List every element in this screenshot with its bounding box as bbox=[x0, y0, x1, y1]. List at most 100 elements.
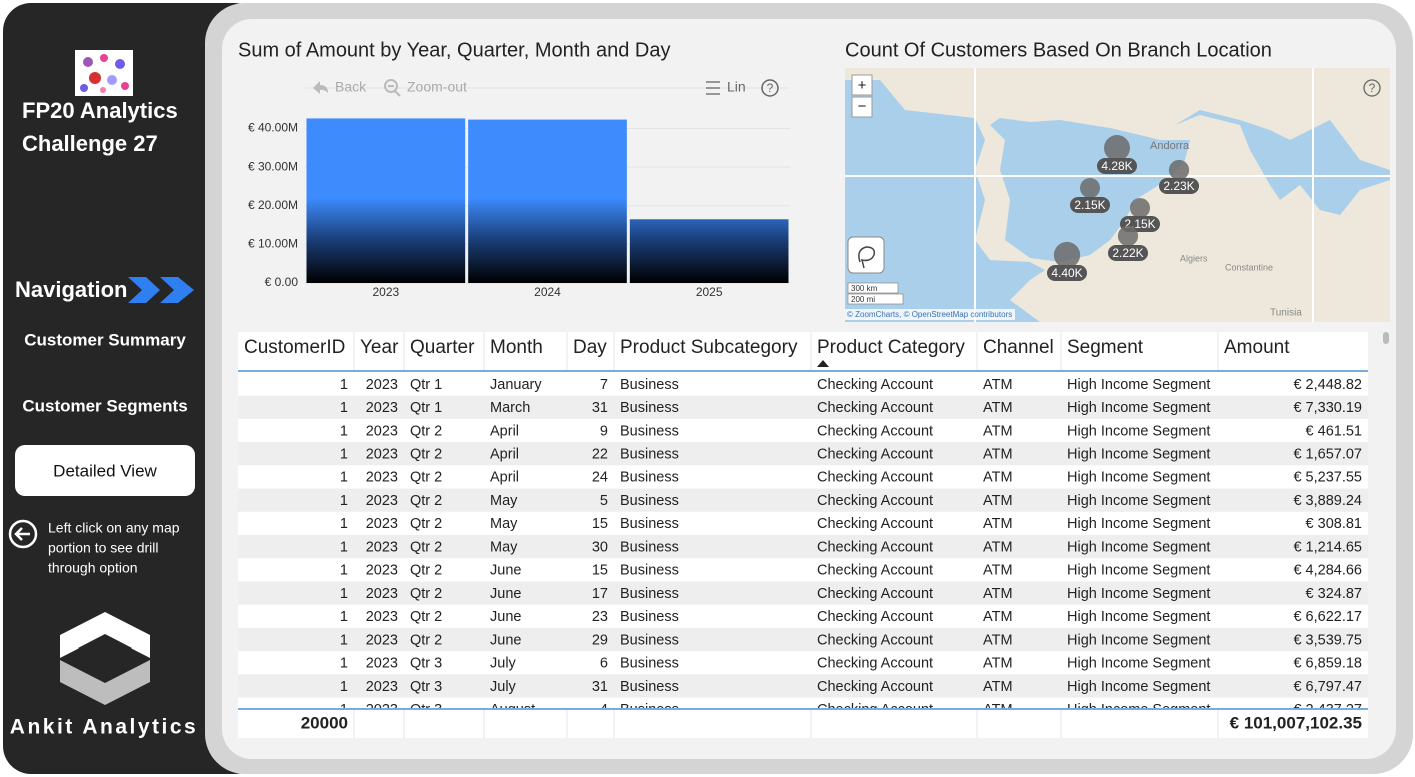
table-cell: Checking Account bbox=[817, 539, 933, 555]
zoom-icon[interactable] bbox=[384, 79, 401, 97]
table-cell: April bbox=[490, 470, 519, 486]
map-help[interactable]: ? bbox=[1369, 81, 1376, 95]
table-cell: 1 bbox=[340, 423, 348, 439]
x-tick-label: 2023 bbox=[372, 285, 399, 299]
row-stripe bbox=[238, 442, 1368, 466]
help-icon[interactable] bbox=[761, 79, 779, 97]
table-cell: Checking Account bbox=[817, 656, 933, 672]
row-stripe bbox=[238, 488, 1368, 512]
bubble-label-bg bbox=[1097, 158, 1137, 174]
table-cell: ATM bbox=[983, 702, 1013, 718]
table-cell: Business bbox=[620, 656, 679, 672]
table-cell: Checking Account bbox=[817, 516, 933, 532]
column-header: CustomerID bbox=[244, 337, 345, 358]
table-cell: Checking Account bbox=[817, 493, 933, 509]
table-cell: ATM bbox=[983, 400, 1013, 416]
table-cell: 4 bbox=[600, 702, 608, 718]
table-cell: ATM bbox=[983, 423, 1013, 439]
scale-label: 300 km bbox=[851, 284, 878, 293]
table-cell: Qtr 2 bbox=[410, 632, 442, 648]
toolbar-lin[interactable]: Lin bbox=[727, 79, 746, 95]
sidebar-title: FP20 Analytics bbox=[22, 98, 178, 123]
table-cell: 1 bbox=[340, 609, 348, 625]
table-cell: 1 bbox=[340, 539, 348, 555]
zoom-in[interactable] bbox=[851, 74, 873, 96]
table-cell: 31 bbox=[592, 400, 608, 416]
table-cell: 1 bbox=[340, 702, 348, 718]
table-cell: ATM bbox=[983, 609, 1013, 625]
map-help-icon[interactable] bbox=[1363, 79, 1381, 97]
map-place: Constantine bbox=[1225, 262, 1273, 272]
toolbar-zoom-out[interactable]: Zoom-out bbox=[407, 79, 467, 95]
table-cell: High Income Segment bbox=[1067, 447, 1210, 463]
bubble-label-bg bbox=[1108, 245, 1148, 261]
table-cell: High Income Segment bbox=[1067, 632, 1210, 648]
table-cell: April bbox=[490, 447, 519, 463]
table-cell: Checking Account bbox=[817, 423, 933, 439]
table-cell: Business bbox=[620, 632, 679, 648]
table-cell: 1 bbox=[340, 447, 348, 463]
lasso-button[interactable] bbox=[847, 236, 885, 274]
table-cell: June bbox=[490, 609, 521, 625]
map-land bbox=[845, 68, 1390, 322]
table-cell: 23 bbox=[592, 609, 608, 625]
table-cell: 1 bbox=[340, 377, 348, 393]
table-cell: 2023 bbox=[366, 632, 398, 648]
table-cell: € 308.81 bbox=[1306, 516, 1362, 532]
table-cell: June bbox=[490, 586, 521, 602]
total-amount: € 101,007,102.35 bbox=[1230, 713, 1362, 732]
nav-item[interactable]: Customer Segments bbox=[22, 396, 187, 415]
table-cell: 22 bbox=[592, 447, 608, 463]
table-cell: 1 bbox=[340, 679, 348, 695]
column-header: Product Category bbox=[817, 337, 965, 358]
toolbar-help[interactable]: ? bbox=[767, 81, 774, 95]
table-cell: Qtr 2 bbox=[410, 516, 442, 532]
y-tick-label: € 40.00M bbox=[248, 121, 298, 135]
bubble bbox=[1129, 197, 1151, 219]
table-cell: € 324.87 bbox=[1306, 586, 1362, 602]
table-cell: Checking Account bbox=[817, 679, 933, 695]
table-cell: Checking Account bbox=[817, 563, 933, 579]
table-cell: Qtr 3 bbox=[410, 656, 442, 672]
row-stripe bbox=[238, 534, 1368, 559]
table-cell: 1 bbox=[340, 656, 348, 672]
x-tick-label: 2024 bbox=[534, 285, 561, 299]
table-cell: 7 bbox=[600, 377, 608, 393]
table-cell: ATM bbox=[983, 470, 1013, 486]
table-cell: 31 bbox=[592, 679, 608, 695]
table-cell: January bbox=[490, 377, 542, 393]
nav-button[interactable] bbox=[15, 445, 195, 496]
bubble bbox=[1168, 159, 1190, 181]
table-cell: € 1,214.65 bbox=[1293, 539, 1362, 555]
column-header: Amount bbox=[1224, 337, 1290, 358]
zoom-out[interactable] bbox=[851, 96, 873, 118]
table-cell: Checking Account bbox=[817, 377, 933, 393]
zoom-in-label[interactable]: + bbox=[858, 77, 867, 94]
lin-icon[interactable] bbox=[706, 81, 720, 95]
column-header: Segment bbox=[1067, 337, 1144, 358]
nav-item[interactable]: Customer Summary bbox=[24, 330, 186, 349]
table-cell: 17 bbox=[592, 586, 608, 602]
toolbar-back[interactable]: Back bbox=[335, 79, 367, 95]
table-cell: € 461.51 bbox=[1306, 423, 1362, 439]
lasso-icon[interactable] bbox=[858, 246, 876, 269]
column-header: Quarter bbox=[410, 337, 475, 358]
table-cell: 1 bbox=[340, 516, 348, 532]
bubble bbox=[1117, 225, 1139, 247]
back-arrow-icon bbox=[8, 519, 38, 549]
table-cell: 2023 bbox=[366, 539, 398, 555]
zoom-out-label[interactable]: − bbox=[858, 98, 867, 115]
navigation-label: Navigation bbox=[15, 277, 127, 302]
scrollbar[interactable] bbox=[1383, 332, 1389, 344]
table-cell: 2023 bbox=[366, 702, 398, 718]
table-cell: ATM bbox=[983, 632, 1013, 648]
back-icon[interactable] bbox=[313, 81, 328, 94]
table-cell: Checking Account bbox=[817, 609, 933, 625]
table-cell: Business bbox=[620, 400, 679, 416]
nav-item[interactable]: Detailed View bbox=[53, 461, 157, 480]
attribution-bg bbox=[845, 309, 1015, 320]
table-cell: High Income Segment bbox=[1067, 563, 1210, 579]
bubble-label: 2.23K bbox=[1163, 179, 1194, 193]
table-cell: € 7,330.19 bbox=[1293, 400, 1362, 416]
